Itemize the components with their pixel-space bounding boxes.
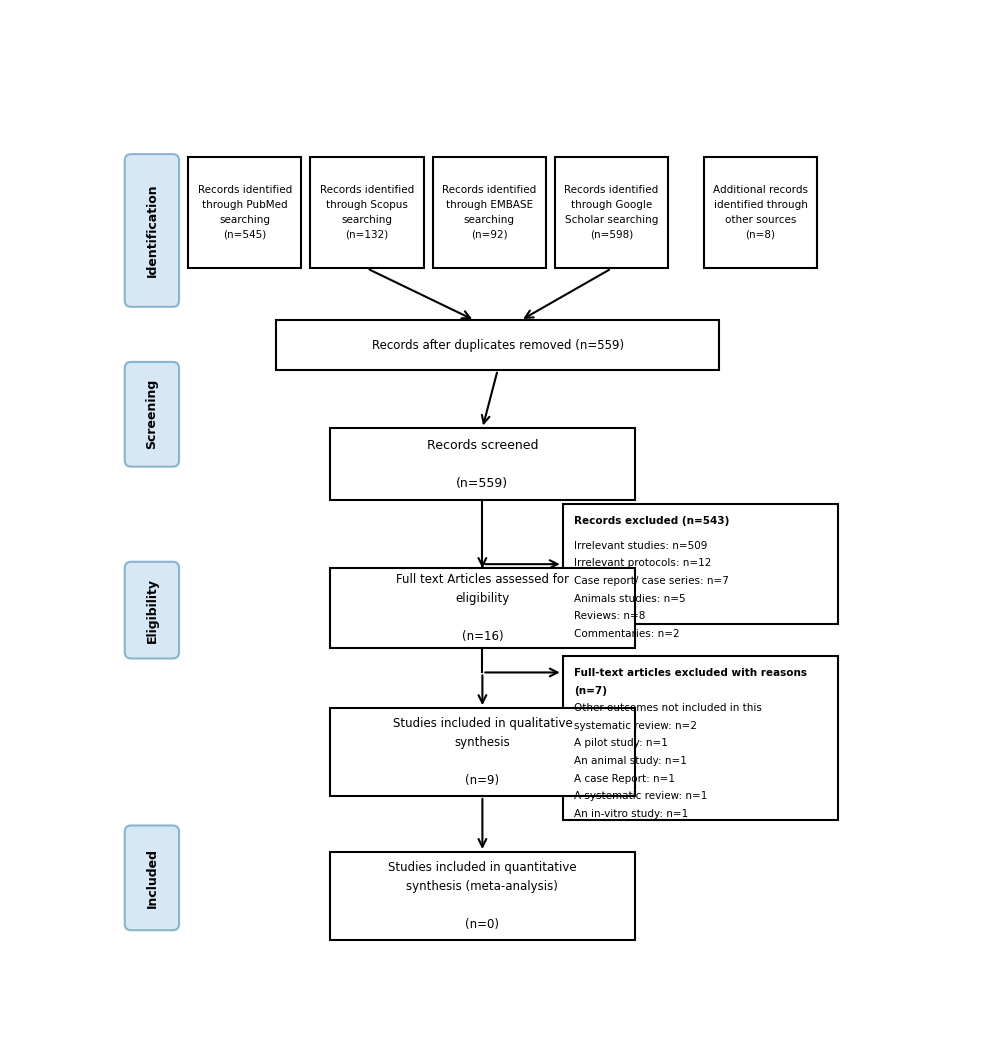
Text: Records screened

(n=559): Records screened (n=559): [427, 439, 538, 490]
Bar: [563, 504, 838, 624]
Text: A systematic review: n=1: A systematic review: n=1: [574, 791, 708, 801]
FancyBboxPatch shape: [125, 362, 179, 467]
Text: Records after duplicates removed (n=559): Records after duplicates removed (n=559): [372, 338, 624, 352]
Bar: [433, 157, 546, 269]
Text: Reviews: n=8: Reviews: n=8: [574, 611, 646, 621]
Text: Case report/ case series: n=7: Case report/ case series: n=7: [574, 576, 729, 586]
Text: (n=7): (n=7): [574, 686, 607, 695]
Bar: [311, 157, 424, 269]
Bar: [329, 429, 635, 500]
Bar: [704, 157, 817, 269]
Text: Records identified
through Google
Scholar searching
(n=598): Records identified through Google Schola…: [564, 185, 659, 240]
Text: Records identified
through Scopus
searching
(n=132): Records identified through Scopus search…: [319, 185, 414, 240]
Text: Full text Articles assessed for
eligibility

(n=16): Full text Articles assessed for eligibil…: [396, 573, 569, 644]
Text: Full-text articles excluded with reasons: Full-text articles excluded with reasons: [574, 668, 808, 678]
Bar: [329, 708, 635, 796]
Text: An animal study: n=1: An animal study: n=1: [574, 756, 687, 766]
Bar: [276, 321, 720, 370]
Text: A case Report: n=1: A case Report: n=1: [574, 773, 675, 784]
Text: Included: Included: [145, 848, 159, 908]
Bar: [329, 568, 635, 648]
Bar: [329, 852, 635, 939]
Text: Additional records
identified through
other sources
(n=8): Additional records identified through ot…: [713, 185, 809, 240]
Text: Studies included in qualitative
synthesis

(n=9): Studies included in qualitative synthesi…: [392, 717, 572, 787]
FancyBboxPatch shape: [125, 825, 179, 930]
Text: Irrelevant protocols: n=12: Irrelevant protocols: n=12: [574, 558, 712, 569]
FancyBboxPatch shape: [125, 562, 179, 658]
Bar: [555, 157, 669, 269]
Text: Identification: Identification: [145, 184, 159, 277]
Text: Screening: Screening: [145, 379, 159, 449]
Text: Other outcomes not included in this: Other outcomes not included in this: [574, 703, 762, 713]
Text: An in-vitro study: n=1: An in-vitro study: n=1: [574, 809, 688, 819]
FancyBboxPatch shape: [125, 154, 179, 307]
Text: A pilot study: n=1: A pilot study: n=1: [574, 738, 668, 748]
Text: systematic review: n=2: systematic review: n=2: [574, 720, 697, 731]
Text: Irrelevant studies: n=509: Irrelevant studies: n=509: [574, 541, 708, 551]
Bar: [188, 157, 302, 269]
Text: Records identified
through PubMed
searching
(n=545): Records identified through PubMed search…: [197, 185, 292, 240]
Text: Records identified
through EMBASE
searching
(n=92): Records identified through EMBASE search…: [442, 185, 536, 240]
Text: Studies included in quantitative
synthesis (meta-analysis)

(n=0): Studies included in quantitative synthes…: [388, 861, 577, 931]
Text: Animals studies: n=5: Animals studies: n=5: [574, 594, 685, 603]
Text: Commentaries: n=2: Commentaries: n=2: [574, 629, 679, 638]
Text: Records excluded (n=543): Records excluded (n=543): [574, 516, 730, 526]
Bar: [563, 656, 838, 820]
Text: Eligibility: Eligibility: [145, 577, 159, 643]
